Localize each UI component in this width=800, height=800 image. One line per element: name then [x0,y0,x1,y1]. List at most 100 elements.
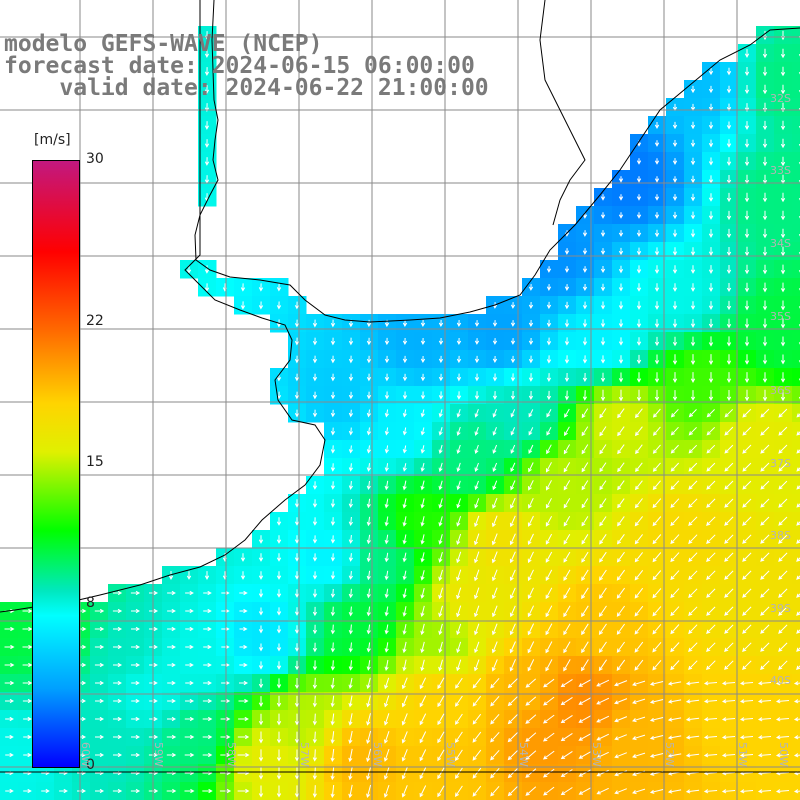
wind-arrow [455,749,463,761]
wind-arrow [796,629,800,634]
wind-arrow [632,680,646,687]
wind-arrow [724,606,734,616]
wind-arrow [366,516,371,527]
wind-arrow [546,373,552,382]
wind-arrow [780,246,786,257]
wind-arrow [294,355,300,364]
wind-arrow [366,677,371,690]
wind-arrow [22,698,33,704]
wind-arrow [112,788,123,794]
wind-arrow [690,121,696,130]
wind-arrow [348,748,353,763]
wind-arrow [618,283,624,292]
wind-cell [792,98,800,117]
wind-arrow [456,337,462,346]
wind-arrow [330,427,336,436]
wind-arrow [348,588,354,599]
wind-arrow [384,588,389,599]
wind-arrow [203,662,212,668]
wind-arrow [204,265,210,274]
wind-arrow [721,753,736,758]
wind-arrow [726,121,732,130]
wind-arrow [438,427,443,436]
wind-arrow [636,283,642,292]
wind-arrow [778,642,788,652]
wind-arrow [294,571,300,580]
wind-arrow [472,677,482,689]
wind-arrow [599,426,607,437]
colorbar-unit: [m/s] [34,132,71,148]
wind-arrow [384,463,389,472]
wind-arrow [509,623,516,636]
wind-arrow [276,625,282,634]
wind-arrow [420,570,425,581]
wind-arrow [780,282,786,293]
latitude-label: 36S [770,384,791,397]
wind-arrow [744,139,750,148]
wind-arrow [581,498,589,509]
wind-arrow [563,551,571,563]
wind-arrow [652,606,662,617]
wind-arrow [775,789,790,794]
wind-arrow [578,751,591,759]
wind-arrow [507,732,518,743]
wind-arrow [366,766,372,781]
wind-arrow [204,67,210,76]
wind-arrow [4,680,15,686]
wind-arrow [348,730,353,745]
wind-arrow [546,319,552,328]
wind-arrow [617,498,625,509]
wind-arrow [654,389,660,402]
wind-arrow [330,677,335,690]
wind-arrow [726,228,732,239]
wind-arrow [690,157,696,166]
wind-arrow [492,605,498,618]
wind-arrow [744,85,750,95]
wind-arrow [204,49,210,58]
wind-arrow [402,588,407,599]
wind-arrow [348,766,353,781]
wind-arrow [294,785,300,798]
wind-cell [792,224,800,243]
wind-cell [792,638,800,657]
wind-arrow [525,696,537,706]
wind-arrow [649,699,664,704]
wind-arrow [582,230,588,237]
wind-arrow [437,695,445,708]
wind-arrow [670,660,680,671]
wind-arrow [276,713,282,726]
wind-arrow [294,517,300,526]
wind-arrow [527,605,535,618]
wind-arrow [456,391,462,400]
wind-arrow [420,445,425,454]
wind-arrow [563,516,571,527]
wind-arrow [724,444,734,454]
wind-arrow [581,605,589,618]
wind-arrow [542,750,555,760]
wind-arrow [330,766,335,781]
wind-arrow [384,427,389,436]
wind-arrow [688,588,698,598]
wind-arrow [762,120,768,131]
wind-arrow [366,337,372,346]
wind-arrow [654,229,660,238]
wind-arrow [185,662,194,668]
wind-arrow [276,553,282,562]
wind-arrow [366,730,372,745]
wind-arrow [742,444,752,454]
wind-arrow [402,498,407,509]
wind-arrow [706,570,716,580]
wind-arrow [652,426,661,436]
wind-arrow [690,211,696,220]
wind-arrow [239,590,248,596]
wind-arrow [384,355,390,364]
wind-arrow [793,789,800,794]
wind-arrow [560,787,573,796]
wind-arrow [560,769,573,778]
wind-arrow [744,156,750,167]
wind-arrow [528,480,534,491]
wind-arrow [796,557,800,562]
wind-arrow [652,659,662,671]
wind-arrow [401,749,408,762]
wind-arrow [778,552,788,562]
